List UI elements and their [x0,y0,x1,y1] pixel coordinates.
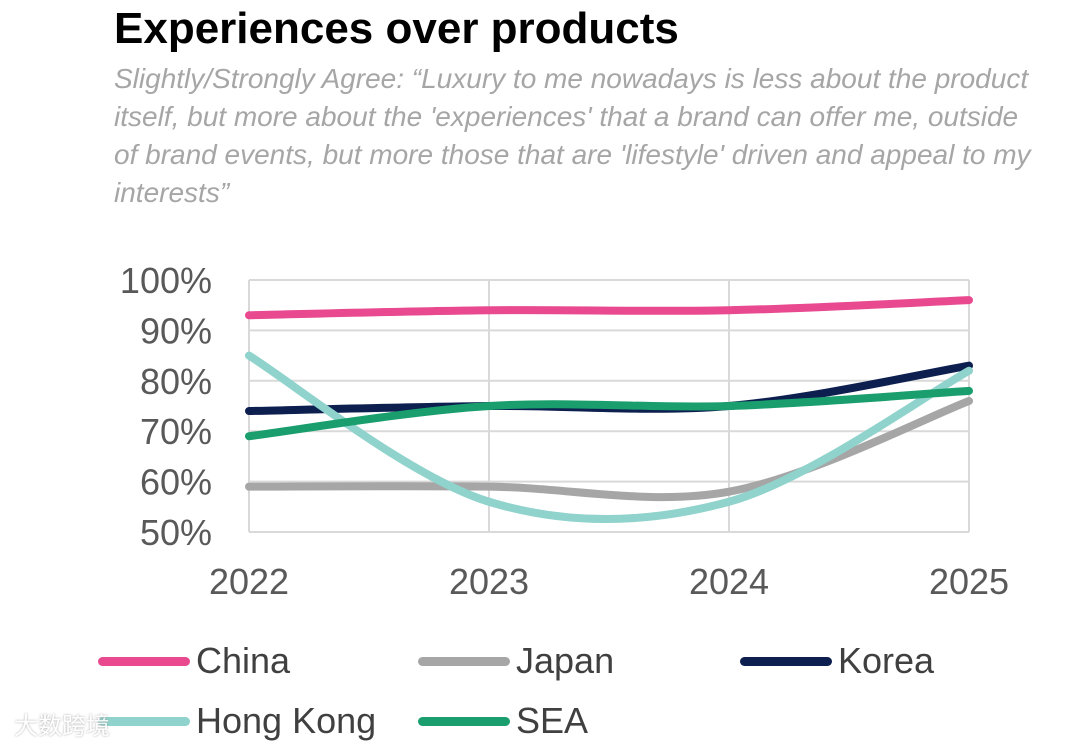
x-tick-label: 2025 [929,561,1009,602]
y-tick-label: 80% [140,361,212,402]
legend-item: Korea [740,640,934,682]
series-line-china [245,296,973,320]
y-tick-label: 60% [140,462,212,503]
legend-label: Japan [516,640,615,681]
legend-swatch [418,656,510,666]
x-tick-label: 2023 [449,561,529,602]
y-tick-label: 100% [120,260,212,301]
legend-swatch [98,716,190,726]
legend-swatch [418,716,510,726]
series-line-hong-kong [245,351,973,524]
legend-label: China [196,640,291,681]
y-tick-label: 50% [140,512,212,553]
legend-item: SEA [418,700,588,742]
legend-label: Hong Kong [196,700,377,741]
x-tick-label: 2024 [689,561,769,602]
legend-item: Japan [418,640,614,682]
series-line-sea [245,386,973,441]
watermark: 大数跨境 [14,713,110,740]
legend-item: China [98,640,290,682]
legend-item: Hong Kong [98,700,376,742]
y-tick-label: 70% [140,411,212,452]
series-line-japan [245,396,973,502]
legend-label: SEA [516,700,589,741]
chart-title: Experiences over products [114,4,679,53]
legend-swatch [740,656,832,666]
legend-swatch [98,656,190,666]
y-tick-label: 90% [140,310,212,351]
legend-label: Korea [838,640,935,681]
chart-subtitle: Slightly/Strongly Agree: “Luxury to me n… [114,63,1031,208]
x-tick-label: 2022 [209,561,289,602]
